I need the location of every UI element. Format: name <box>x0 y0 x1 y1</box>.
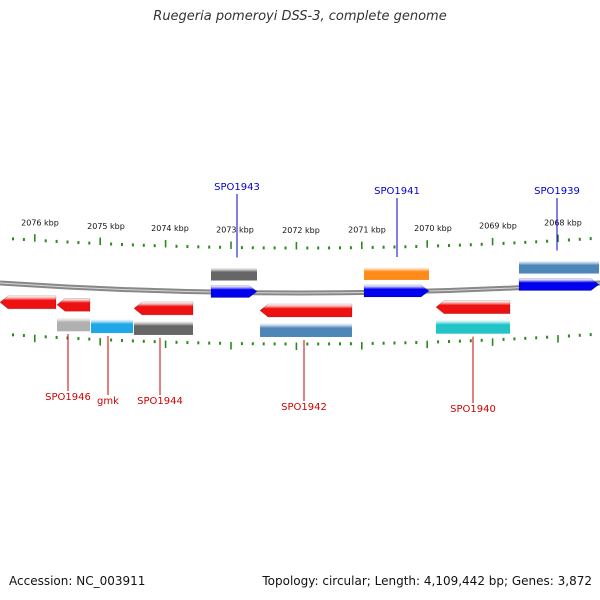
kbp-tick-label: 2072 kbp <box>282 226 320 235</box>
cds-arrow <box>518 278 600 291</box>
kbp-tick-label: 2075 kbp <box>87 222 125 231</box>
kbp-tick-label: 2069 kbp <box>479 222 517 231</box>
gene-feature-bar <box>436 319 510 334</box>
accession-text: Accession: NC_003911 <box>9 574 146 588</box>
gene-feature-bar <box>91 319 133 334</box>
gene-feature-bar <box>519 260 599 274</box>
cds-arrow <box>363 284 430 298</box>
kbp-tick-label: 2074 kbp <box>151 224 189 233</box>
gene-feature-bar <box>134 320 193 335</box>
kbp-tick-label: 2073 kbp <box>216 226 254 235</box>
gene-label: SPO1946 <box>45 392 91 403</box>
gene-label: SPO1944 <box>137 396 183 407</box>
kbp-tick-label: 2076 kbp <box>21 218 59 227</box>
gene-label: SPO1942 <box>281 402 327 413</box>
cds-arrow <box>210 285 258 298</box>
bottom-ruler <box>12 333 592 350</box>
cds-arrow <box>259 303 353 318</box>
chromosome-highlight <box>0 282 600 294</box>
cds-arrow <box>435 300 511 314</box>
gene-label: gmk <box>97 396 119 407</box>
genome-summary-text: Topology: circular; Length: 4,109,442 bp… <box>262 574 592 588</box>
gene-label: SPO1941 <box>374 186 420 197</box>
gene-label: SPO1939 <box>534 186 580 197</box>
gene-label: SPO1943 <box>214 182 260 193</box>
kbp-tick-label: 2068 kbp <box>544 218 582 227</box>
gene-feature-bar <box>57 317 90 332</box>
map-title: Ruegeria pomeroyi DSS-3, complete genome <box>153 9 447 24</box>
gene-feature-bar <box>260 322 352 337</box>
gene-feature-bar <box>211 267 257 281</box>
cds-arrow <box>0 295 57 310</box>
top-ruler <box>12 234 592 250</box>
cds-arrow <box>56 297 91 312</box>
kbp-labels: 2076 kbp 2075 kbp 2074 kbp 2073 kbp 2072 kbp… <box>21 218 582 235</box>
gene-feature-bar <box>364 266 429 280</box>
kbp-tick-label: 2071 kbp <box>348 226 386 235</box>
gene-label: SPO1940 <box>450 404 496 415</box>
kbp-tick-label: 2070 kbp <box>414 224 452 233</box>
cds-arrow <box>133 301 194 316</box>
